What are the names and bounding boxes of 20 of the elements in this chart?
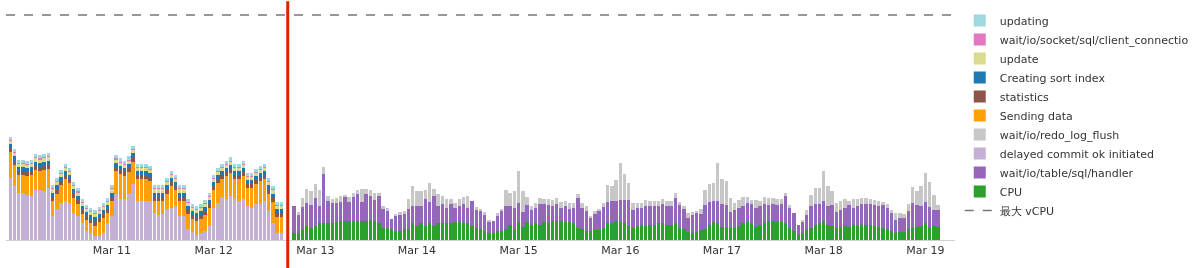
legend-label: Sending data <box>999 109 1073 123</box>
legend-label: Creating sort index <box>999 71 1106 85</box>
x-tick-label: Mar 17 <box>702 244 742 258</box>
x-tick-label: Mar 11 <box>92 244 132 258</box>
legend-label: wait/io/table/sql/handler <box>999 166 1134 180</box>
x-tick-label: Mar 12 <box>194 244 233 258</box>
legend-label: CPU <box>999 185 1023 199</box>
legend-label: delayed commit ok initiated <box>999 147 1154 161</box>
x-tick-label: Mar 19 <box>906 244 945 258</box>
x-tick-label: Mar 18 <box>804 244 843 258</box>
legend-label: 最大 vCPU <box>999 204 1055 218</box>
x-tick-label: Mar 14 <box>397 244 437 258</box>
legend-label: wait/io/socket/sql/client_connectio <box>999 33 1189 47</box>
x-tick-label: Mar 13 <box>296 244 335 258</box>
legend-label: statistics <box>999 90 1050 104</box>
x-tick-label: Mar 16 <box>601 244 640 258</box>
legend-label: wait/io/redo_log_flush <box>999 128 1120 142</box>
x-tick-label: Mar 15 <box>499 244 538 258</box>
legend-label: update <box>999 52 1039 66</box>
legend-label: updating <box>999 14 1049 28</box>
